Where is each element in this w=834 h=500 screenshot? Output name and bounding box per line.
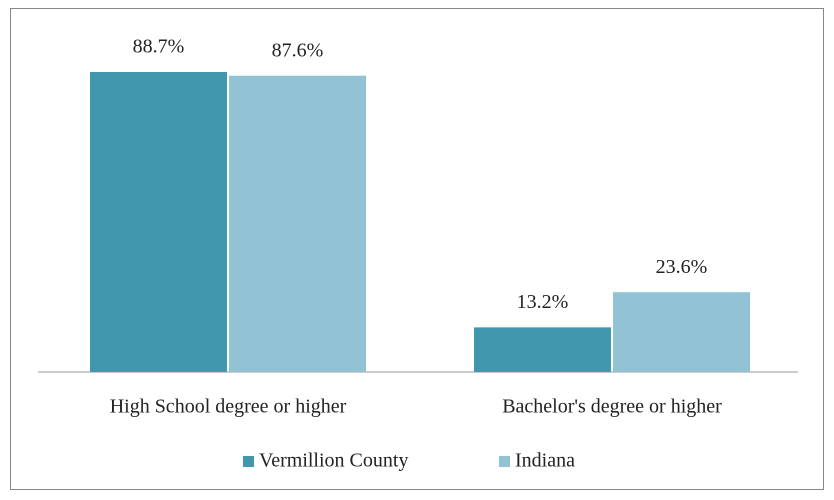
bar (613, 292, 750, 372)
legend-swatch (243, 456, 254, 467)
bar (229, 75, 366, 373)
legend-swatch (499, 456, 510, 467)
x-tick-label: Bachelor's degree or higher (502, 396, 722, 418)
bar (474, 327, 611, 372)
data-label: 87.6% (272, 39, 324, 61)
bar (90, 72, 227, 372)
legend-label: Indiana (515, 450, 575, 472)
data-label: 88.7% (133, 36, 185, 58)
x-tick-label: High School degree or higher (110, 396, 347, 418)
legend-label: Vermillion County (259, 450, 408, 472)
data-label: 13.2% (517, 291, 569, 313)
data-label: 23.6% (656, 256, 708, 278)
